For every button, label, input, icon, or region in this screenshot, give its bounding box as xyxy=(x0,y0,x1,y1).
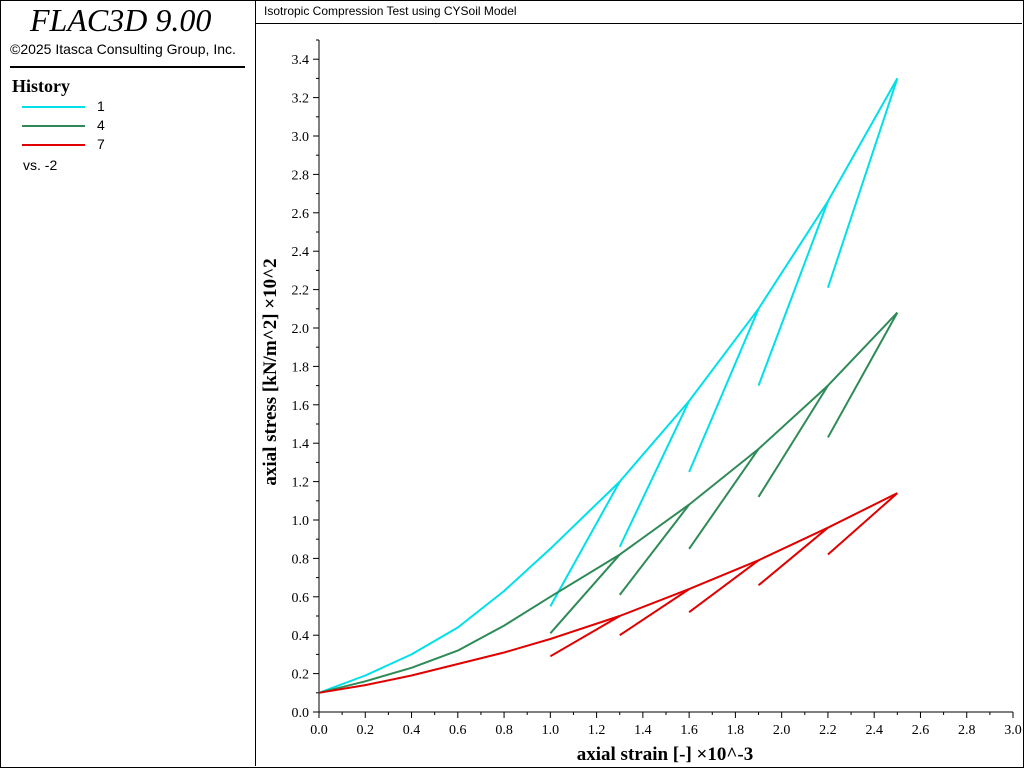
y-tick-label: 3.0 xyxy=(292,130,310,145)
series-7-loading-line xyxy=(318,492,898,694)
legend-heading: History xyxy=(12,76,70,96)
x-tick-label: 0.2 xyxy=(357,723,375,738)
y-tick-label: 1.6 xyxy=(292,399,310,414)
y-tick-label: 1.0 xyxy=(292,514,310,529)
x-tick-label: 2.6 xyxy=(912,723,930,738)
series-7-unload-3 xyxy=(688,559,760,613)
series-7-unload-1 xyxy=(549,615,621,658)
x-tick-label: 1.2 xyxy=(588,723,606,738)
series-7-unload-2 xyxy=(619,588,690,637)
series-4-unload-4 xyxy=(757,385,829,498)
x-tick-label: 1.6 xyxy=(680,723,698,738)
series-1-unload-3 xyxy=(688,308,760,473)
series-1 xyxy=(318,77,899,694)
x-tick-label: 2.4 xyxy=(865,723,883,738)
series-1-unload-1 xyxy=(549,481,621,607)
series-4-unload-1 xyxy=(549,553,621,634)
legend-label-7: 7 xyxy=(97,136,105,152)
series-1-unload-4 xyxy=(757,200,829,386)
legend-vs-label: vs. -2 xyxy=(23,157,58,173)
series-4-loading-line xyxy=(318,311,899,694)
legend-divider xyxy=(10,66,245,68)
y-tick-label: 0.0 xyxy=(292,706,310,721)
legend-entry-4: 4 xyxy=(22,117,222,135)
y-tick-label: 0.4 xyxy=(292,629,310,644)
y-tick-label: 2.4 xyxy=(292,245,310,260)
legend-swatch-1 xyxy=(22,106,85,108)
x-tick-label: 2.8 xyxy=(958,723,976,738)
y-axis-label: axial stress [kN/m^2] ×10^2 xyxy=(260,258,281,485)
y-tick-label: 0.8 xyxy=(292,552,310,567)
y-tick-label: 3.4 xyxy=(292,53,310,68)
series-1-loading-line xyxy=(318,77,899,694)
plot-title: Isotropic Compression Test using CYSoil … xyxy=(264,4,517,18)
x-tick-label: 0.4 xyxy=(403,723,421,738)
x-tick-label: 1.4 xyxy=(634,723,652,738)
y-tick-label: 1.4 xyxy=(292,437,310,452)
legend-swatch-7 xyxy=(22,144,85,146)
legend-label-1: 1 xyxy=(97,98,105,114)
x-tick-label: 2.0 xyxy=(773,723,791,738)
legend-panel: FLAC3D 9.00 ©2025 Itasca Consulting Grou… xyxy=(0,0,256,766)
series-1-unload-2 xyxy=(618,400,691,548)
x-tick-label: 2.2 xyxy=(819,723,837,738)
legend-entry-7: 7 xyxy=(22,136,222,154)
series-7-unload-5 xyxy=(827,492,898,556)
chart-axes: 0.0 0.2 0.4 0.6 0.8 1.0 1.2 1.4 1.6 1.8 2.0 2.2 2.4 2… xyxy=(292,39,1022,738)
y-tick-label: 1.2 xyxy=(292,476,310,491)
series-4-unload-3 xyxy=(688,448,760,550)
x-tick-label: 0.6 xyxy=(449,723,467,738)
series-4-unload-2 xyxy=(618,504,690,596)
y-tick-label: 2.8 xyxy=(292,168,310,183)
x-axis-label: axial strain [-] ×10^-3 xyxy=(577,744,753,765)
y-tick-label: 2.6 xyxy=(292,207,310,222)
x-tick-label: 1.8 xyxy=(727,723,745,738)
series-7 xyxy=(318,492,898,694)
legend-label-4: 4 xyxy=(97,117,105,133)
y-tick-label: 3.2 xyxy=(292,92,310,107)
y-tick-label: 0.2 xyxy=(292,668,310,683)
y-tick-label: 2.2 xyxy=(292,284,310,299)
series-7-unload-4 xyxy=(757,526,829,587)
y-tick-label: 2.0 xyxy=(292,322,310,337)
legend-entry-1: 1 xyxy=(22,98,222,116)
series-1-unload-5 xyxy=(826,78,899,288)
x-tick-label: 0.8 xyxy=(495,723,513,738)
series-4 xyxy=(318,311,899,694)
chart-series-layer xyxy=(318,77,899,694)
y-tick-label: 1.8 xyxy=(292,360,310,375)
x-tick-label: 0.0 xyxy=(310,723,328,738)
legend-swatch-4 xyxy=(22,125,85,127)
series-4-unload-5 xyxy=(827,312,899,438)
app-title: FLAC3D 9.00 xyxy=(30,2,212,38)
x-tick-label: 1.0 xyxy=(542,723,560,738)
x-tick-label: 3.0 xyxy=(1004,723,1022,738)
y-tick-label: 0.6 xyxy=(292,591,310,606)
plot-title-bar: Isotropic Compression Test using CYSoil … xyxy=(256,0,1022,24)
copyright-text: ©2025 Itasca Consulting Group, Inc. xyxy=(10,41,236,57)
